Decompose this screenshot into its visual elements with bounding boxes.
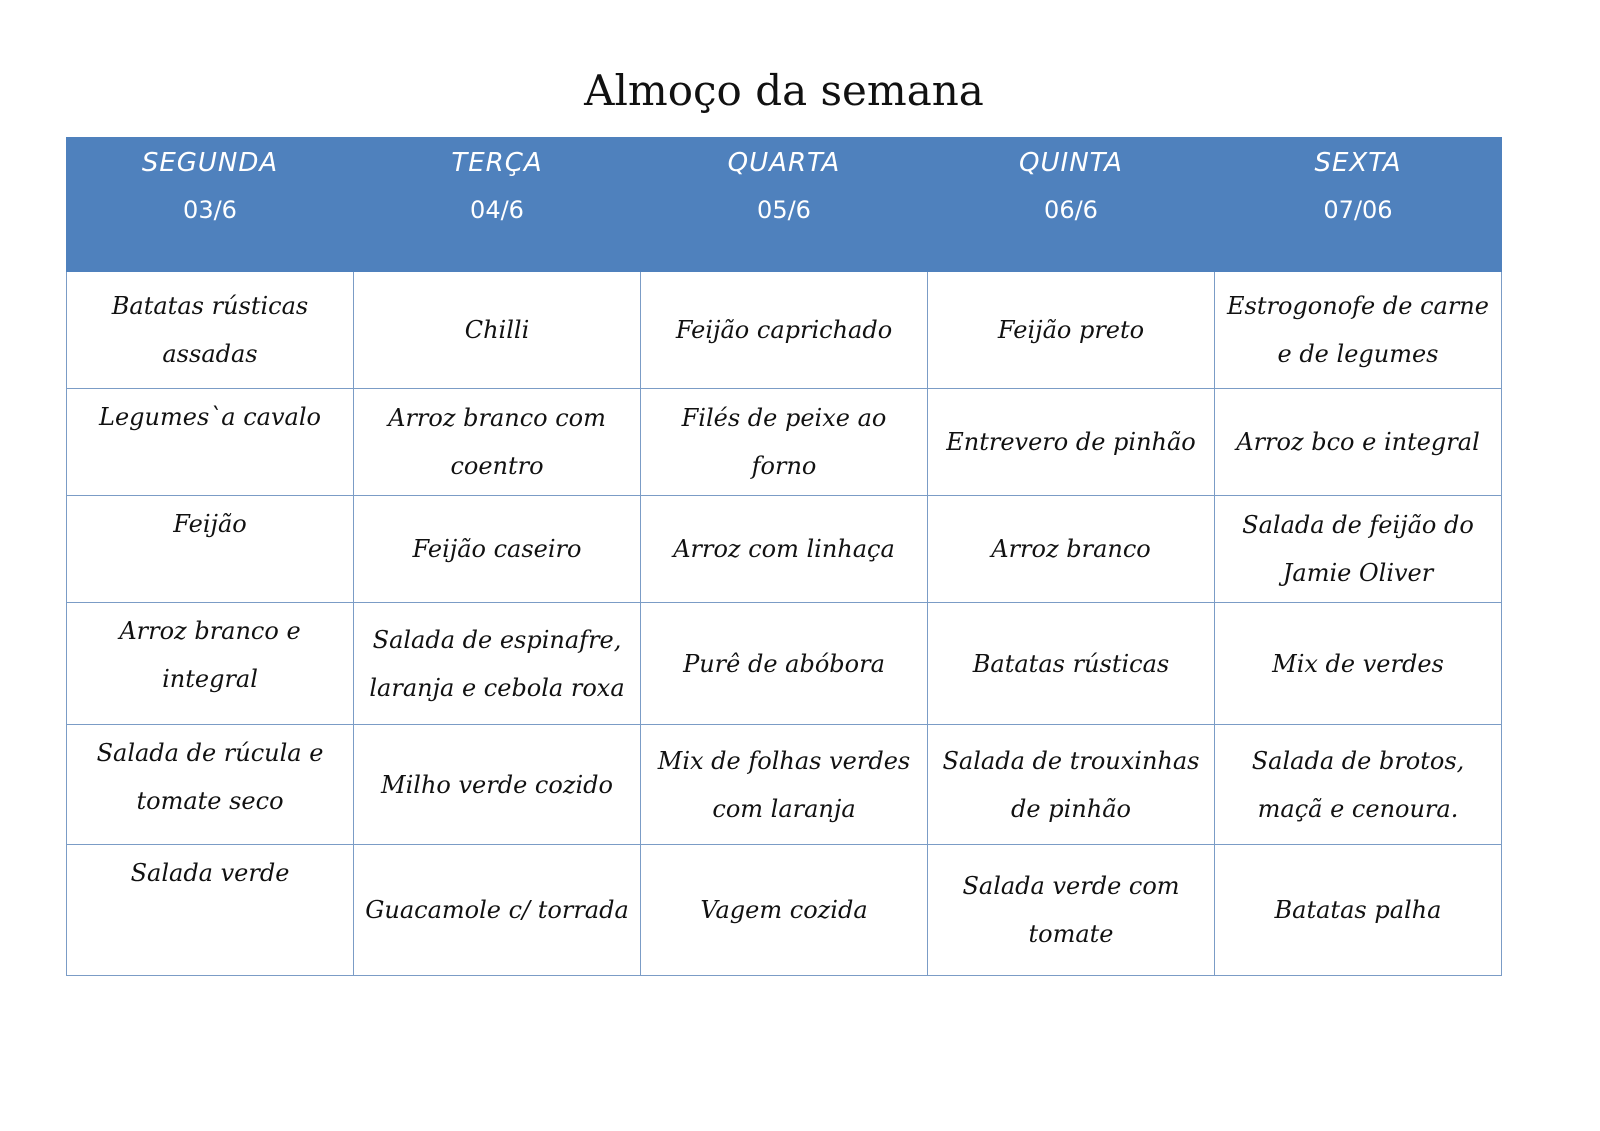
menu-cell: Milho verde cozido [353, 724, 641, 845]
menu-cell: Arroz com linhaça [640, 495, 928, 603]
menu-cell: Arroz branco com coentro [353, 388, 641, 496]
day-date: 07/06 [1323, 196, 1393, 224]
table-row: Salada de rúcula e tomate seco Milho verd… [66, 724, 1502, 845]
day-name: TERÇA [451, 148, 543, 178]
table-row: Legumes`a cavalo Arroz branco com coentro… [66, 388, 1502, 496]
day-name: SEGUNDA [141, 148, 279, 178]
menu-cell: Mix de folhas verdes com laranja [640, 724, 928, 845]
menu-cell: Entrevero de pinhão [927, 388, 1215, 496]
menu-cell: Batatas rústicas [927, 602, 1215, 725]
menu-cell: Salada verde [66, 844, 354, 976]
menu-cell: Arroz branco e integral [66, 602, 354, 725]
menu-cell: Feijão [66, 495, 354, 603]
table-row: Salada verde Guacamole c/ torrada Vagem co… [66, 844, 1502, 976]
menu-cell: Guacamole c/ torrada [353, 844, 641, 976]
day-name: QUARTA [727, 148, 841, 178]
day-date: 06/6 [1044, 196, 1098, 224]
menu-cell: Arroz bco e integral [1214, 388, 1502, 496]
day-header: TERÇA 04/6 [353, 137, 641, 272]
day-date: 04/6 [470, 196, 524, 224]
day-header: SEXTA 07/06 [1214, 137, 1502, 272]
page-title: Almoço da semana [584, 66, 984, 115]
menu-cell: Purê de abóbora [640, 602, 928, 725]
menu-cell: Feijão caseiro [353, 495, 641, 603]
table-row: Feijão Feijão caseiro Arroz com linhaça Arr… [66, 495, 1502, 603]
menu-cell: Salada de espinafre, laranja e cebola ro… [353, 602, 641, 725]
menu-cell: Salada de rúcula e tomate seco [66, 724, 354, 845]
menu-cell: Salada de trouxinhas de pinhão [927, 724, 1215, 845]
day-header: SEGUNDA 03/6 [66, 137, 354, 272]
day-date: 05/6 [757, 196, 811, 224]
menu-cell: Legumes`a cavalo [66, 388, 354, 496]
menu-cell: Feijão caprichado [640, 271, 928, 389]
header-row: SEGUNDA 03/6 TERÇA 04/6 QUARTA 05/6 QUINTA 06/6… [66, 137, 1502, 272]
day-header: QUINTA 06/6 [927, 137, 1215, 272]
day-date: 03/6 [183, 196, 237, 224]
menu-cell: Estrogonofe de carne e de legumes [1214, 271, 1502, 389]
menu-cell: Feijão preto [927, 271, 1215, 389]
menu-cell: Batatas rústicas assadas [66, 271, 354, 389]
weekly-lunch-table: SEGUNDA 03/6 TERÇA 04/6 QUARTA 05/6 QUINTA 06/6… [66, 137, 1502, 976]
menu-cell: Salada de brotos, maçã e cenoura. [1214, 724, 1502, 845]
menu-cell: Salada de feijão do Jamie Oliver [1214, 495, 1502, 603]
table-row: Batatas rústicas assadas Chilli Feijão cap… [66, 271, 1502, 389]
menu-cell: Vagem cozida [640, 844, 928, 976]
day-header: QUARTA 05/6 [640, 137, 928, 272]
menu-cell: Salada verde com tomate [927, 844, 1215, 976]
menu-cell: Mix de verdes [1214, 602, 1502, 725]
menu-cell: Arroz branco [927, 495, 1215, 603]
menu-cell: Batatas palha [1214, 844, 1502, 976]
table-row: Arroz branco e integral Salada de espinaf… [66, 602, 1502, 725]
menu-cell: Chilli [353, 271, 641, 389]
menu-cell: Filés de peixe ao forno [640, 388, 928, 496]
day-name: QUINTA [1019, 148, 1123, 178]
day-name: SEXTA [1314, 148, 1402, 178]
